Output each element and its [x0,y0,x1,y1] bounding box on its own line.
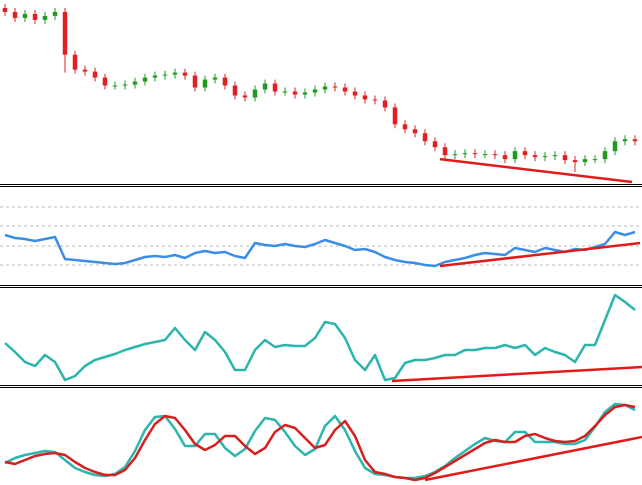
candle-body [582,159,588,163]
candle-body [272,83,278,92]
candle-body [92,71,98,78]
candle-body [482,154,488,156]
candle-body [302,92,308,95]
candle-body [442,147,448,156]
candle-body [432,141,438,148]
candle-body [12,11,18,18]
candle-body [72,54,78,70]
candle-body [512,151,518,160]
candle-body [632,139,638,142]
trend-line [424,435,642,482]
candle-body [382,100,388,108]
candle-body [292,91,298,95]
candle-body [222,77,228,86]
candle-body [172,72,178,75]
candle-body [402,124,408,130]
candle-body [132,81,138,85]
candle-body [592,159,598,161]
candle-body [182,72,188,76]
candle-body [542,156,548,158]
candle-body [472,153,478,155]
candle-body [32,13,38,20]
candle-body [232,85,238,96]
candle-body [42,15,48,20]
candle-body [192,75,198,88]
candle-body [22,13,28,18]
candle-body [312,89,318,93]
candle-body [522,151,528,156]
candle-body [422,133,428,142]
candle-body [342,87,348,92]
candle-body [372,99,378,101]
candle-body [362,95,368,100]
candle-body [262,83,268,90]
indicator-line [4,293,636,382]
candle-body [492,154,498,156]
candle-body [612,141,618,152]
candle-body [532,155,538,158]
candle-body [562,155,568,161]
candle-body [392,107,398,125]
candle-body [602,151,608,160]
candle-body [102,77,108,86]
candle-body [282,91,288,93]
candle-body [2,7,8,12]
candle-body [202,79,208,88]
trend-line [439,157,633,184]
candle-body [412,129,418,134]
candle-body [462,153,468,155]
candle-body [332,86,338,88]
trend-line [391,365,642,383]
candle-body [142,77,148,82]
candle-body [322,86,328,90]
candle-body [622,139,628,142]
candle-body [152,75,158,78]
candle-body [62,11,68,55]
candle-body [162,74,168,76]
indicator-line [4,403,636,482]
candle-body [112,85,118,87]
candle-body [502,155,508,160]
candle-body [452,154,458,156]
candle-body [52,11,58,16]
candle-body [122,84,128,86]
indicator-line [4,230,636,268]
candle-body [242,95,248,98]
candle-body [352,91,358,96]
candle-body [552,155,558,157]
candle-body [212,77,218,80]
candle-body [82,69,88,72]
candle-body [252,89,258,98]
candle-body [572,160,578,163]
trend-line [439,241,641,268]
panel-separators [0,184,642,388]
